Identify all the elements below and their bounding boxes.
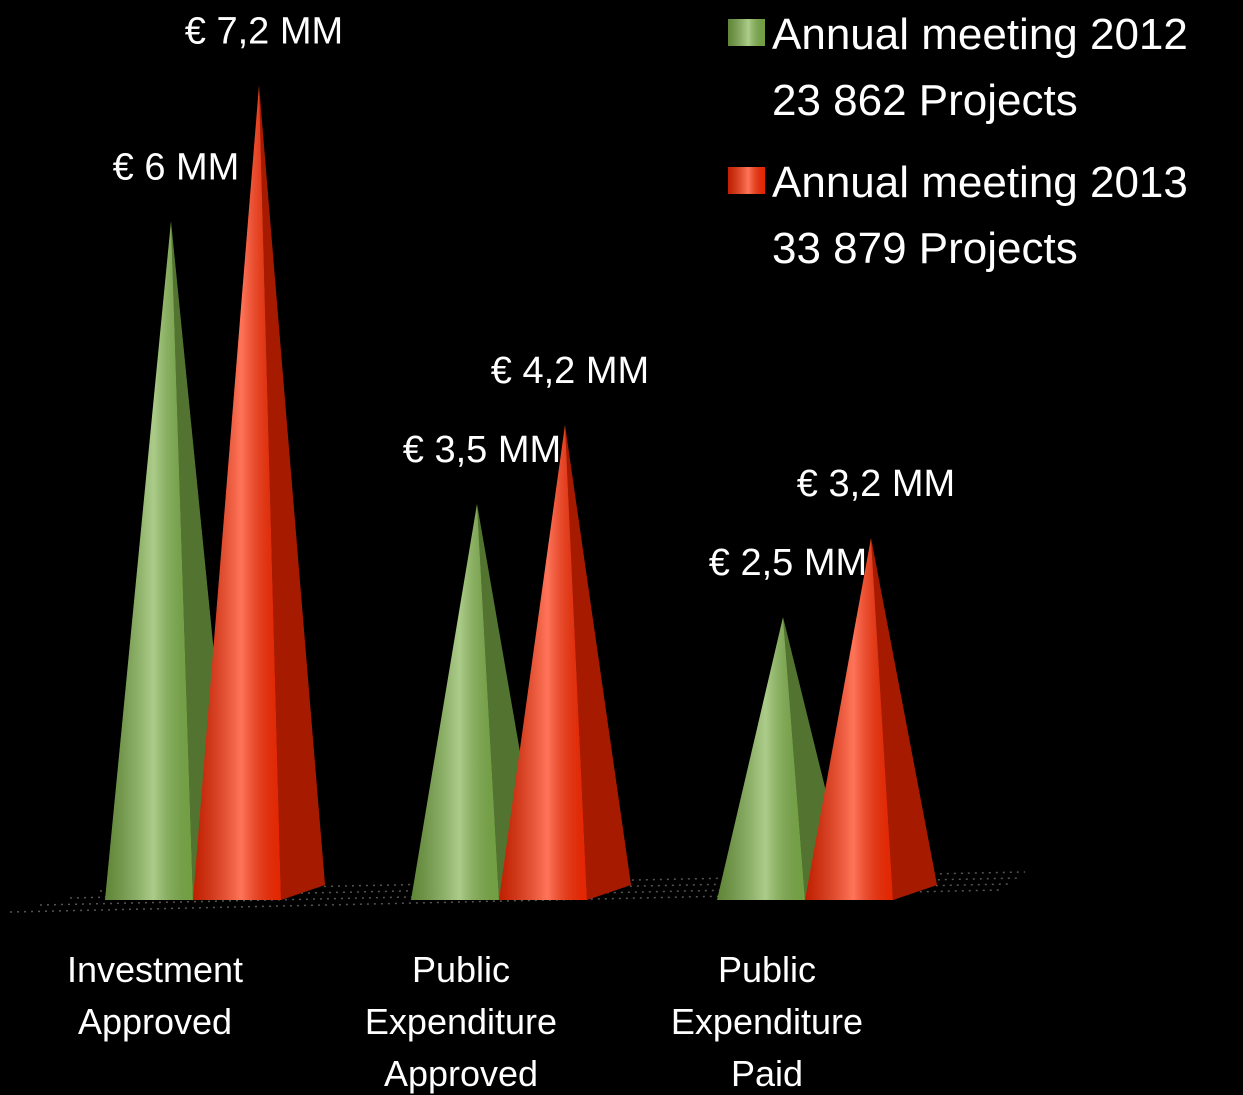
legend-entry: Annual meeting 2012 23 862 Projects xyxy=(772,10,1188,125)
x-tick-label: Public Expenditure Paid xyxy=(670,949,864,1094)
shading xyxy=(193,85,281,900)
value-label: € 3,5 MM xyxy=(403,429,561,471)
shading xyxy=(728,19,765,46)
value-label: € 2,5 MM xyxy=(709,542,867,584)
shading xyxy=(728,167,765,194)
x-tick-label: Public Expenditure Approved xyxy=(364,949,558,1094)
value-label: € 3,2 MM xyxy=(797,463,955,505)
value-label: € 7,2 MM xyxy=(185,11,343,53)
shading xyxy=(805,538,893,900)
value-label: € 4,2 MM xyxy=(491,350,649,392)
value-label: € 6 MM xyxy=(113,146,240,188)
shading xyxy=(717,617,805,900)
shading xyxy=(499,424,587,900)
shading xyxy=(105,221,193,900)
shading xyxy=(411,504,499,900)
legend-entry: Annual meeting 2013 33 879 Projects xyxy=(772,158,1188,273)
x-tick-label: Investment Approved xyxy=(66,949,244,1042)
